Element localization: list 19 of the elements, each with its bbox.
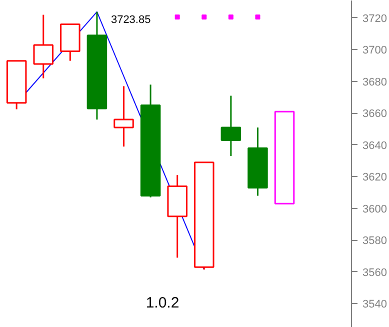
y-tick-label: 3640 xyxy=(362,140,387,152)
candlestick xyxy=(33,14,54,80)
y-tick-label: 3680 xyxy=(362,76,387,88)
candlestick xyxy=(274,110,295,204)
candlestick xyxy=(114,85,134,148)
annotation: 1.0.2 xyxy=(146,294,180,312)
candlestick xyxy=(167,174,188,258)
y-tick-label: 3580 xyxy=(362,235,387,248)
annotation: 3723.85 xyxy=(110,14,151,26)
y-tick-label: 3720 xyxy=(362,12,387,25)
y-tick-label: 3620 xyxy=(362,172,387,184)
y-tick-label: 3600 xyxy=(362,203,387,216)
candlestick xyxy=(220,94,242,157)
candlestick xyxy=(60,24,80,62)
y-tick-label: 3560 xyxy=(362,266,387,279)
y-tick-label: 3540 xyxy=(362,298,387,311)
y-tick-label: 3660 xyxy=(362,108,387,120)
y-tick-label: 3700 xyxy=(362,44,387,57)
candlestick xyxy=(86,11,108,120)
